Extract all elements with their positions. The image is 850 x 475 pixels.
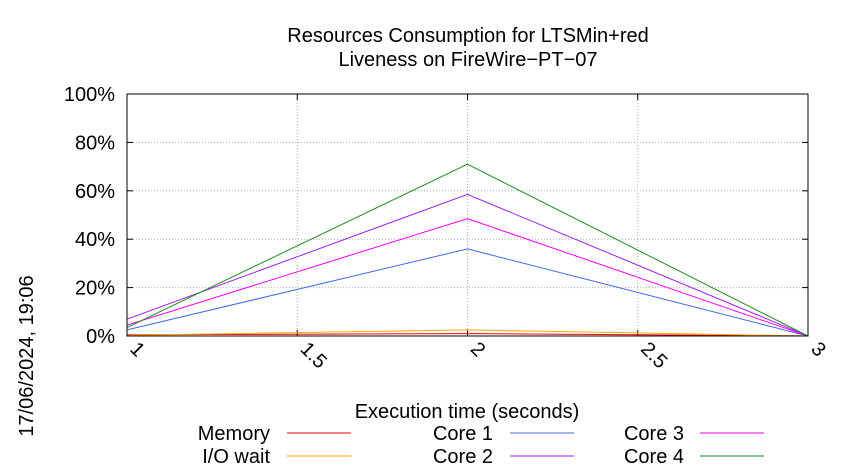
y-tick-label: 40% (75, 229, 115, 251)
series-lines (126, 163, 809, 337)
y-tick-label: 20% (75, 278, 115, 300)
legend-label-core-4: Core 4 (624, 446, 684, 468)
y-tick-label: 100% (64, 84, 115, 106)
y-axis-ticks: 0% 20% 40% 60% 80% 100% (64, 84, 808, 348)
x-axis-label: Execution time (seconds) (355, 401, 580, 423)
series-line-core-4 (126, 163, 809, 337)
chart-title: Resources Consumption for LTSMin+red (287, 25, 648, 47)
x-tick-label: 2 (466, 338, 489, 361)
x-axis-ticks: 1 1.5 2 2.5 3 (125, 94, 830, 373)
series-line-core-1 (126, 248, 809, 337)
legend-label-memory: Memory (198, 423, 270, 445)
x-tick-label: 1 (125, 338, 148, 361)
y-tick-label: 80% (75, 132, 115, 154)
chart-subtitle: Liveness on FireWire−PT−07 (338, 49, 597, 71)
series-line-core-3 (126, 218, 809, 337)
x-tick-label: 1.5 (296, 338, 331, 373)
series-line-core-2 (126, 193, 809, 337)
plot-frame (126, 93, 809, 337)
legend-label-i-o-wait: I/O wait (202, 446, 270, 468)
y-tick-label: 60% (75, 181, 115, 203)
legend-label-core-1: Core 1 (433, 423, 493, 445)
series-line-memory (126, 333, 809, 337)
x-tick-label: 3 (806, 338, 829, 361)
legend-label-core-3: Core 3 (624, 423, 684, 445)
timestamp-label: 17/06/2024, 19:06 (16, 275, 38, 436)
series-line-i-o-wait (126, 329, 809, 337)
x-tick-label: 2.5 (636, 338, 671, 373)
grid-lines (127, 94, 808, 336)
y-tick-label: 0% (86, 326, 115, 348)
legend-label-core-2: Core 2 (433, 446, 493, 468)
